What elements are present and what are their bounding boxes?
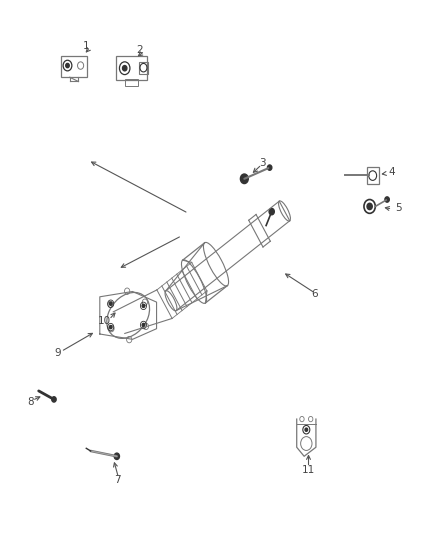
Circle shape: [114, 453, 120, 459]
Circle shape: [240, 174, 248, 183]
Circle shape: [142, 304, 145, 308]
Text: 4: 4: [388, 167, 395, 177]
Text: 7: 7: [114, 475, 121, 485]
Circle shape: [142, 324, 145, 327]
Circle shape: [367, 203, 372, 209]
Text: 10: 10: [98, 316, 111, 326]
Bar: [61, 56, 87, 77]
Bar: [139, 62, 148, 74]
Circle shape: [385, 197, 389, 202]
Text: 2: 2: [136, 45, 143, 54]
Circle shape: [52, 397, 56, 402]
Text: 6: 6: [312, 289, 318, 299]
Circle shape: [305, 428, 307, 431]
Text: 1: 1: [82, 41, 89, 51]
Text: 9: 9: [54, 348, 61, 358]
Circle shape: [123, 66, 127, 71]
Text: 11: 11: [302, 465, 315, 474]
Bar: [125, 79, 138, 86]
Circle shape: [66, 63, 69, 68]
Bar: [117, 56, 147, 80]
Circle shape: [268, 165, 272, 170]
Bar: [367, 167, 379, 184]
Text: 3: 3: [259, 158, 266, 168]
Text: 8: 8: [27, 397, 34, 407]
Circle shape: [110, 326, 112, 329]
Circle shape: [110, 302, 112, 305]
Text: 5: 5: [395, 203, 401, 213]
Circle shape: [269, 208, 274, 215]
